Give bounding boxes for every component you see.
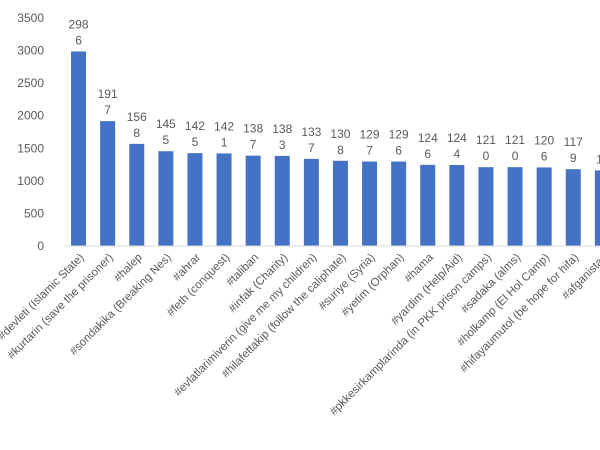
y-axis: 0 500 1000 1500 2000 2500 3000 3500 <box>17 11 44 253</box>
data-label: 6 <box>75 33 82 47</box>
y-tick-label: 3000 <box>17 44 44 58</box>
data-label: 7 <box>308 141 315 155</box>
data-label: 121 <box>476 133 496 147</box>
y-tick-label: 2500 <box>17 76 44 90</box>
bar <box>507 167 523 246</box>
data-label: 5 <box>192 135 199 149</box>
data-label: 129 <box>360 128 380 142</box>
data-label: 6 <box>395 144 402 158</box>
data-label: 120 <box>534 133 554 147</box>
data-label: 8 <box>133 126 140 140</box>
data-label: 117 <box>564 135 583 149</box>
data-label: 130 <box>330 127 350 141</box>
data-label: 0 <box>512 149 519 163</box>
bar <box>478 167 494 246</box>
y-tick-label: 2000 <box>17 109 44 123</box>
bar <box>129 143 145 246</box>
bar <box>594 170 600 246</box>
data-label: 7 <box>104 103 111 117</box>
data-label: 3 <box>279 138 286 152</box>
bars <box>71 51 600 246</box>
data-label: 4 <box>454 147 461 161</box>
data-label: 124 <box>447 131 467 145</box>
data-label: 7 <box>250 138 257 152</box>
data-label: 156 <box>127 110 147 124</box>
data-label: 6 <box>424 147 431 161</box>
data-label: 7 <box>366 144 373 158</box>
data-label: 191 <box>98 87 118 101</box>
y-tick-label: 3500 <box>17 11 44 25</box>
data-label: 133 <box>301 125 321 139</box>
bar <box>71 51 87 246</box>
data-label: 138 <box>243 122 263 136</box>
data-label: 138 <box>272 122 292 136</box>
bar <box>245 155 261 246</box>
y-tick-label: 1500 <box>17 141 44 155</box>
data-label: 121 <box>505 133 525 147</box>
data-label: 11 <box>596 152 600 166</box>
bar <box>420 164 436 246</box>
data-label: 142 <box>214 119 234 133</box>
bar <box>158 151 174 246</box>
x-axis-labels: #devleti (Islamic State)#kurtarin (save … <box>0 251 600 418</box>
data-label: 145 <box>156 117 176 131</box>
bar <box>449 164 465 246</box>
data-labels: 298 6 191 7 156 8 145 5 142 5 142 1 138 7 138 3 133 7 130 8… <box>69 17 600 166</box>
bar <box>187 153 203 246</box>
data-label: 0 <box>483 149 490 163</box>
bar <box>100 121 116 246</box>
bar <box>391 161 407 246</box>
data-label: 5 <box>163 133 170 147</box>
data-label: 6 <box>541 149 548 163</box>
data-label: 9 <box>570 151 577 165</box>
bar <box>216 153 232 246</box>
bar <box>565 169 581 246</box>
data-label: 142 <box>185 119 205 133</box>
bar <box>274 155 290 246</box>
bar <box>332 160 348 246</box>
data-label: 8 <box>337 143 344 157</box>
data-label: 124 <box>418 131 438 145</box>
y-tick-label: 1000 <box>17 174 44 188</box>
bar <box>303 158 319 246</box>
y-tick-label: 500 <box>24 206 44 220</box>
data-label: 129 <box>389 128 409 142</box>
bar <box>536 167 552 246</box>
data-label: 298 <box>69 17 89 31</box>
data-label: 1 <box>221 135 228 149</box>
y-tick-label: 0 <box>37 239 44 253</box>
bar <box>362 161 378 246</box>
